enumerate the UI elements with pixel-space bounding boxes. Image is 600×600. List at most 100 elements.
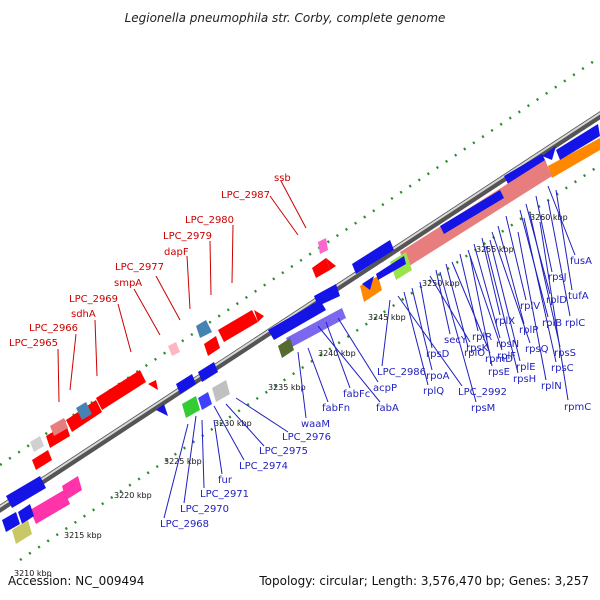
gene-label: rplQ [423, 386, 444, 397]
gene-label: fabA [376, 403, 399, 414]
gene-label: rpsE [488, 367, 510, 378]
gene-label: fabFn [322, 403, 350, 414]
leader-line [307, 347, 329, 403]
gene-label: rplO [464, 348, 485, 359]
leader-line [523, 217, 557, 363]
leader-line [485, 245, 519, 374]
gene-label: waaM [301, 419, 330, 430]
leader-line [163, 423, 189, 519]
gene-arrow [326, 258, 336, 270]
gene-label: rplR [472, 332, 492, 343]
gene-label: tufA [568, 291, 589, 302]
leader-line [435, 269, 451, 335]
gene-label: rplV [520, 301, 540, 312]
gene-label: rpmC [564, 402, 591, 413]
gene-arrow [30, 490, 70, 524]
leader-line [497, 225, 525, 325]
gene-label: LPC_2968 [160, 519, 209, 530]
gene-label: LPC_2965 [9, 338, 58, 349]
tick-label: 3215 kbp [64, 531, 102, 540]
leader-line [467, 249, 503, 351]
leader-line [419, 281, 433, 349]
gene-arrow [30, 436, 44, 452]
gene-arrow [198, 392, 212, 410]
gene-label: rplB [542, 318, 562, 329]
gene-arrow [12, 520, 32, 544]
leader-line [491, 231, 531, 344]
leader-line [439, 271, 477, 403]
gene-label: LPC_2992 [458, 387, 507, 398]
gene-label: LPC_2966 [29, 323, 78, 334]
gene-arrow [504, 154, 546, 184]
gene-arrow [352, 240, 394, 274]
leader-line [183, 415, 197, 504]
leader-line [469, 255, 493, 367]
leader-line [381, 299, 391, 367]
gene-label: secY [444, 335, 468, 346]
gene-arrow [312, 258, 330, 278]
gene-label: fabFc [343, 389, 370, 400]
outer-dotted-track [0, 55, 600, 467]
accession-text: Accession: NC_009494 [8, 574, 144, 588]
gene-label: rplX [495, 316, 515, 327]
gene-label: rpsS [554, 348, 576, 359]
gene-arrow [204, 336, 220, 356]
gene-label: rplC [565, 318, 585, 329]
tick-label: 3260 kbp [530, 213, 568, 222]
gene-arrow [314, 284, 340, 306]
gene-arrow [196, 320, 212, 338]
gene-arrow [542, 146, 556, 160]
leader-line [213, 419, 223, 475]
leader-line [429, 275, 471, 343]
leader-line [213, 405, 245, 461]
tick-label: 3235 kbp [268, 383, 306, 392]
gene-arrow [2, 512, 20, 532]
red-leader-lines [57, 180, 307, 403]
leader-line [547, 199, 571, 317]
gene-arrow [548, 138, 600, 178]
forward-gene-track [2, 124, 600, 532]
map-title: Legionella pneumophila str. Corby, compl… [125, 11, 446, 25]
gene-arrow [96, 370, 146, 410]
gene-label: fusA [570, 256, 592, 267]
gene-arrow [182, 396, 200, 418]
gene-label: rpsQ [525, 344, 549, 355]
gene-arrow [362, 276, 374, 290]
gene-arrow [156, 404, 168, 416]
gene-arrow [278, 338, 294, 358]
gene-arrow [32, 450, 52, 470]
dotted-tracks [0, 55, 600, 562]
gene-arrow [198, 362, 218, 382]
gene-label: LPC_2975 [259, 446, 308, 457]
gene-label: rplP [519, 325, 538, 336]
leader-line [201, 419, 205, 489]
gene-label: LPC_2976 [282, 432, 331, 443]
gene-label: rplF [497, 351, 516, 362]
gene-label: rpsH [513, 374, 536, 385]
genome-summary-text: Topology: circular; Length: 3,576,470 bp… [258, 574, 589, 588]
gene-arrow [212, 380, 230, 402]
gene-arrow [556, 124, 600, 160]
gene-label: rplD [546, 295, 567, 306]
gene-arrow [176, 374, 196, 394]
gene-arrow [168, 342, 180, 356]
gene-label: LPC_2971 [200, 489, 249, 500]
gene-arrow [6, 476, 46, 508]
tick-label: 3220 kbp [114, 491, 152, 500]
leader-line [235, 397, 289, 433]
tick-label: 3255 kbp [476, 245, 514, 254]
leader-line [459, 253, 479, 332]
gene-arrow [268, 300, 326, 340]
gene-label: rpsM [471, 403, 495, 414]
gene-label: LPC_2977 [115, 262, 164, 273]
gene-label: rpsD [426, 349, 450, 360]
tick-label: 3245 kbp [368, 313, 406, 322]
leader-line [489, 239, 521, 362]
leader-line [539, 221, 569, 401]
gene-label: smpA [114, 278, 142, 289]
gene-arrow [440, 190, 504, 234]
tick-label: 3230 kbp [214, 419, 252, 428]
gene-label: LPC_2986 [377, 367, 426, 378]
gene-label: LPC_2980 [185, 215, 234, 226]
